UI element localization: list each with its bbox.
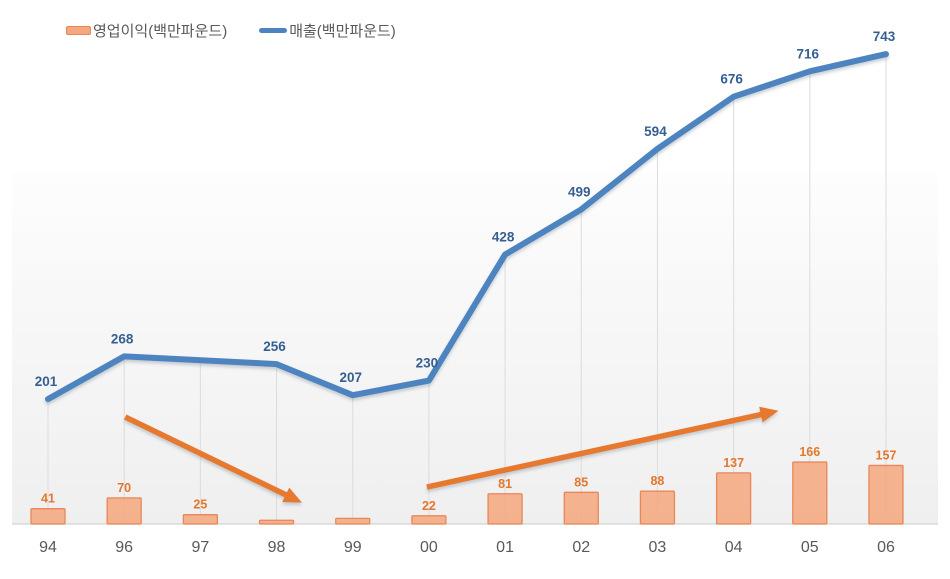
legend-item-revenue: 매출(백만파운드) (259, 20, 396, 41)
line-data-label: 716 (797, 46, 820, 61)
bar-96 (106, 497, 142, 525)
trend-arrow-up (426, 406, 779, 490)
line-series-swatch-icon (259, 28, 288, 33)
revenue-line (45, 51, 889, 403)
line-data-label: 268 (111, 331, 134, 346)
line-data-label: 256 (263, 339, 286, 354)
bar-04 (715, 472, 752, 525)
legend: 영업이익(백만파운드) 매출(백만파운드) (66, 20, 396, 41)
bar-99 (335, 517, 371, 525)
x-axis-label-98: 98 (268, 539, 286, 556)
line-data-label: 499 (568, 184, 591, 199)
line-data-label: 201 (35, 374, 58, 389)
x-axis-label-97: 97 (191, 539, 209, 556)
legend-label-operating-profit: 영업이익(백만파운드) (93, 23, 228, 40)
bar-data-label: 41 (41, 492, 55, 506)
plot-area-background (12, 173, 938, 524)
bar-data-label: 166 (799, 445, 820, 459)
bar-97 (182, 514, 219, 525)
x-axis-label-00: 00 (420, 539, 438, 556)
legend-label-revenue: 매출(백만파운드) (289, 23, 396, 40)
bar-03 (639, 490, 676, 525)
bar-series-swatch-icon (66, 26, 91, 35)
x-axis-label-01: 01 (496, 539, 514, 556)
bar-94 (30, 508, 66, 525)
trend-arrow-down (123, 414, 302, 503)
x-axis-label-96: 96 (115, 539, 133, 556)
bar-data-label: 157 (876, 448, 897, 462)
bar-05 (792, 461, 828, 525)
bar-02 (563, 491, 599, 525)
line-data-label: 207 (339, 370, 362, 385)
x-axis-label-03: 03 (649, 539, 667, 556)
bar-data-label: 81 (498, 477, 512, 491)
x-axis-label-05: 05 (801, 539, 819, 556)
bar-01 (487, 493, 523, 525)
bar-data-label: 137 (723, 456, 744, 470)
line-data-label: 230 (416, 356, 439, 371)
line-data-label: 594 (644, 124, 667, 139)
bar-98 (258, 519, 295, 525)
x-axis-label-94: 94 (39, 539, 57, 556)
line-data-label: 743 (873, 29, 896, 44)
bar-data-label: 88 (650, 474, 664, 488)
bar-06 (868, 464, 904, 525)
line-data-label: 676 (720, 72, 743, 87)
x-axis-label-04: 04 (725, 539, 743, 556)
x-axis-label-06: 06 (877, 539, 895, 556)
x-axis-label-99: 99 (344, 539, 362, 556)
bar-data-label: 22 (422, 499, 436, 513)
legend-item-operating-profit: 영업이익(백만파운드) (66, 20, 227, 41)
bar-data-label: 70 (117, 481, 131, 495)
bar-data-label: 25 (193, 498, 207, 512)
bar-data-label: 85 (574, 475, 588, 489)
bar-00 (411, 515, 447, 525)
line-data-label: 428 (492, 230, 515, 245)
x-axis-label-02: 02 (572, 539, 590, 556)
